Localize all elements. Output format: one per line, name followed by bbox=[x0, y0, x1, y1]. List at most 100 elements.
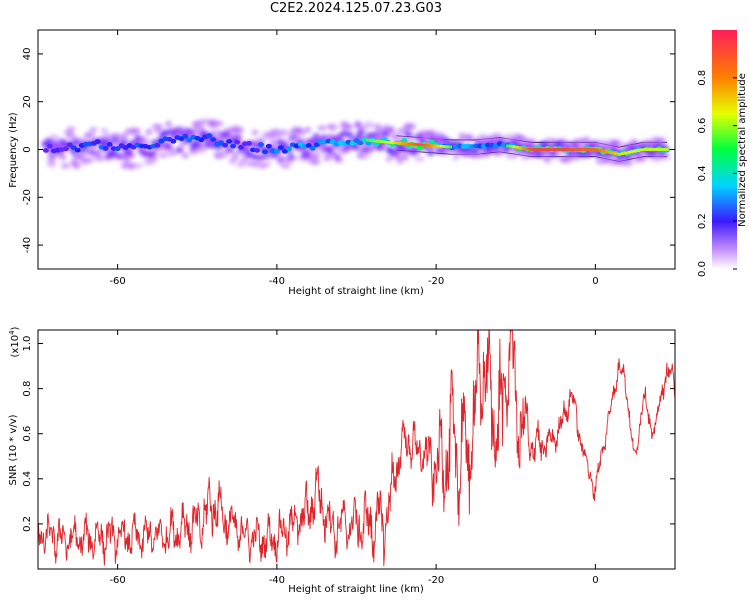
colorbar-tick-label: 0.2 bbox=[697, 213, 708, 229]
ridge-cell bbox=[66, 142, 73, 148]
body-blob bbox=[45, 138, 53, 145]
ridge-cell bbox=[261, 149, 268, 155]
snr-panel: -60 -40 -20 0 0.2 0.4 0.6 0.8 1.0 Height of str… bbox=[8, 326, 676, 595]
ridge-cell bbox=[361, 137, 368, 143]
halo-blob bbox=[74, 152, 84, 160]
halo-blob bbox=[239, 157, 249, 164]
ridge-hot-cell bbox=[538, 148, 542, 151]
halo-blob bbox=[452, 155, 459, 161]
ridge-hot-cell bbox=[665, 148, 669, 151]
ridge-hot-cell bbox=[592, 148, 596, 151]
halo-blob bbox=[413, 156, 425, 161]
halo-blob bbox=[646, 141, 655, 148]
halo-blob bbox=[210, 130, 222, 137]
y-tick-label: 0 bbox=[22, 146, 33, 152]
x-tick-label: 0 bbox=[592, 575, 598, 586]
ridge-hot-cell bbox=[601, 149, 605, 153]
halo-blob bbox=[80, 149, 90, 155]
halo-blob bbox=[298, 129, 307, 136]
snr-frame bbox=[37, 329, 676, 570]
ridge-hot-cell bbox=[639, 148, 644, 152]
halo-blob bbox=[311, 160, 322, 165]
snr-y-multiplier-close: ) bbox=[10, 326, 21, 330]
ridge-cell bbox=[265, 143, 272, 149]
halo-blob bbox=[260, 162, 272, 167]
halo-blob bbox=[396, 158, 404, 165]
ridge-cell bbox=[253, 148, 260, 153]
ridge-cell bbox=[257, 142, 264, 147]
halo-blob bbox=[132, 163, 143, 168]
spectrogram-y-axis-label: Frequency (Hz) bbox=[8, 112, 19, 188]
halo-blob bbox=[129, 153, 136, 159]
ridge-cell bbox=[313, 142, 320, 148]
snr-background bbox=[38, 330, 675, 569]
ridge-hot-cell bbox=[385, 140, 389, 144]
x-tick-label: 0 bbox=[592, 276, 598, 287]
ridge-hot-cell bbox=[576, 148, 580, 151]
colorbar-label: Normalized spectral amplitude bbox=[737, 73, 748, 227]
halo-blob bbox=[181, 152, 189, 159]
ridge-hot-cell bbox=[643, 148, 647, 151]
halo-blob bbox=[561, 157, 573, 163]
ridge-hot-cell bbox=[573, 148, 577, 151]
halo-blob bbox=[492, 133, 503, 138]
body-blob bbox=[427, 149, 435, 156]
halo-blob bbox=[280, 163, 291, 169]
ridge-hot-cell bbox=[445, 145, 449, 149]
halo-blob bbox=[374, 123, 381, 131]
colorbar-tick-label: 0.8 bbox=[697, 70, 708, 86]
ridge-hot-cell bbox=[579, 148, 583, 151]
ridge-hot-cell bbox=[372, 139, 376, 143]
ridge-hot-cell bbox=[659, 148, 663, 151]
ridge-hot-cell bbox=[636, 149, 640, 152]
snr-y-multiplier-exponent: 4 bbox=[8, 330, 16, 335]
halo-blob bbox=[152, 123, 163, 130]
ridge-cell bbox=[230, 143, 237, 149]
ridge-cell bbox=[417, 145, 424, 151]
ridge-cell bbox=[154, 142, 161, 148]
halo-blob bbox=[100, 128, 109, 133]
halo-blob bbox=[213, 120, 224, 127]
halo-blob bbox=[363, 154, 370, 159]
x-tick-label: -20 bbox=[428, 276, 444, 287]
halo-blob bbox=[145, 129, 153, 135]
halo-blob bbox=[503, 134, 515, 141]
ridge-cell bbox=[222, 142, 229, 148]
halo-blob bbox=[58, 153, 67, 160]
ridge-hot-cell bbox=[413, 142, 418, 146]
halo-blob bbox=[130, 127, 141, 135]
ridge-hot-cell bbox=[436, 144, 440, 148]
ridge-cell bbox=[42, 148, 49, 153]
body-blob bbox=[234, 134, 242, 141]
halo-blob bbox=[552, 154, 560, 159]
body-blob bbox=[251, 153, 259, 160]
halo-blob bbox=[94, 155, 104, 162]
ridge-cell bbox=[170, 138, 177, 144]
ridge-hot-cell bbox=[553, 148, 558, 151]
halo-blob bbox=[85, 132, 96, 140]
ridge-hot-cell bbox=[528, 147, 532, 151]
colorbar-tick-label: 0.6 bbox=[697, 118, 708, 134]
colorbar-ticks: 0.0 0.2 0.4 0.6 0.8 bbox=[697, 70, 737, 277]
ridge-cell bbox=[246, 141, 253, 146]
snr-y-axis-label: SNR (10 * v/v) bbox=[8, 414, 19, 485]
y-tick-label: 1.0 bbox=[22, 336, 33, 352]
ridge-hot-cell bbox=[630, 150, 634, 154]
halo-blob bbox=[151, 155, 158, 163]
halo-blob bbox=[657, 137, 667, 145]
colorbar-tick-label: 0.4 bbox=[697, 165, 708, 181]
y-tick-label: -40 bbox=[22, 237, 33, 253]
halo-blob bbox=[317, 125, 326, 131]
ridge-hot-cell bbox=[375, 139, 379, 143]
halo-blob bbox=[658, 153, 671, 160]
ridge-hot-cell bbox=[366, 138, 370, 142]
ridge-cell bbox=[182, 133, 189, 139]
halo-blob bbox=[402, 153, 409, 161]
halo-blob bbox=[405, 122, 417, 130]
ridge-hot-cell bbox=[652, 148, 656, 151]
body-blob bbox=[351, 144, 359, 151]
y-tick-label: 0.2 bbox=[22, 516, 33, 532]
ridge-hot-cell bbox=[442, 145, 446, 148]
ridge-hot-cell bbox=[547, 148, 551, 151]
ridge-hot-cell bbox=[595, 148, 599, 152]
